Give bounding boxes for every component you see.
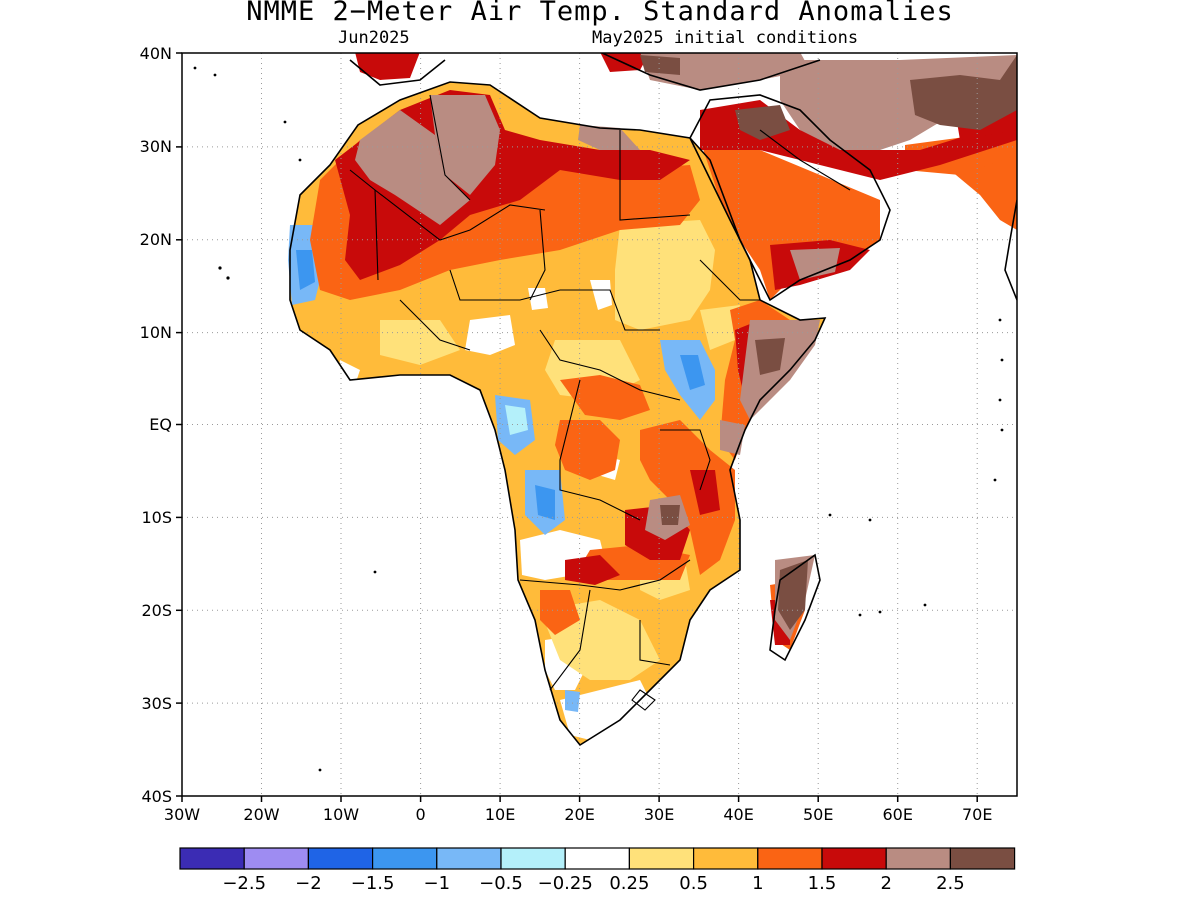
colorbar: −2.5 −2 −1.5 −1 −0.5 −0.25 0.25 0.5 1 1.5 2 2.5 <box>179 847 1016 894</box>
lat-label: 20N <box>140 230 172 249</box>
colorbar-swatch <box>179 847 245 870</box>
colorbar-swatch <box>757 847 823 870</box>
colorbar-label: −2 <box>295 873 322 894</box>
lon-label: 20E <box>564 805 594 824</box>
lon-label: 10W <box>323 805 359 824</box>
colorbar-label: 0.5 <box>679 873 708 894</box>
colorbar-swatch <box>821 847 887 870</box>
lon-label: 60E <box>882 805 912 824</box>
lat-label: 30S <box>141 694 172 713</box>
colorbar-swatch <box>372 847 438 870</box>
lat-label: 30N <box>140 137 172 156</box>
colorbar-swatch <box>564 847 631 870</box>
lon-label: 30W <box>164 805 200 824</box>
islands <box>193 66 1004 772</box>
colorbar-label: −2.5 <box>222 873 266 894</box>
colorbar-label: 2 <box>880 873 891 894</box>
map-field <box>288 53 1017 745</box>
lat-label: 40N <box>140 44 172 63</box>
lat-label: 10S <box>141 508 172 527</box>
graticule <box>182 53 1017 796</box>
colorbar-label: −1 <box>424 873 451 894</box>
lat-label: 10N <box>140 323 172 342</box>
colorbar-label: 0.25 <box>609 873 649 894</box>
colorbar-swatch <box>949 847 1016 870</box>
latitude-labels: 40N 30N 20N 10N EQ 10S 20S 30S 40S <box>140 44 172 806</box>
colorbar-swatch <box>885 847 952 870</box>
map-title: NMME 2−Meter Air Temp. Standard Anomalie… <box>246 0 954 27</box>
colorbar-swatch <box>692 847 759 870</box>
lon-label: 50E <box>803 805 833 824</box>
lon-label: 70E <box>962 805 992 824</box>
lat-label: 20S <box>141 601 172 620</box>
initial-conditions: May2025 initial conditions <box>592 28 859 48</box>
lat-label: 40S <box>141 787 172 806</box>
lon-label: 20W <box>243 805 279 824</box>
colorbar-label: 1.5 <box>808 873 837 894</box>
longitude-labels: 30W 20W 10W 0 10E 20E 30E 40E 50E 60E 70… <box>164 805 993 824</box>
colorbar-label: −0.25 <box>538 873 593 894</box>
colorbar-label: 2.5 <box>936 873 965 894</box>
lon-label: 40E <box>723 805 753 824</box>
tick-marks <box>176 52 978 802</box>
colorbar-swatch <box>243 847 309 870</box>
colorbar-swatch <box>628 847 695 870</box>
valid-month: Jun2025 <box>338 28 410 48</box>
coastlines <box>289 53 1017 747</box>
lon-label: 30E <box>644 805 674 824</box>
country-borders <box>349 94 851 711</box>
lon-label: 0 <box>416 805 426 824</box>
colorbar-swatch <box>436 847 502 870</box>
colorbar-label: −0.5 <box>479 873 523 894</box>
colorbar-swatch <box>500 847 566 870</box>
colorbar-label: 1 <box>752 873 763 894</box>
lat-label: EQ <box>149 415 172 434</box>
lon-label: 10E <box>485 805 515 824</box>
colorbar-swatch <box>307 847 374 870</box>
colorbar-label: −1.5 <box>351 873 395 894</box>
